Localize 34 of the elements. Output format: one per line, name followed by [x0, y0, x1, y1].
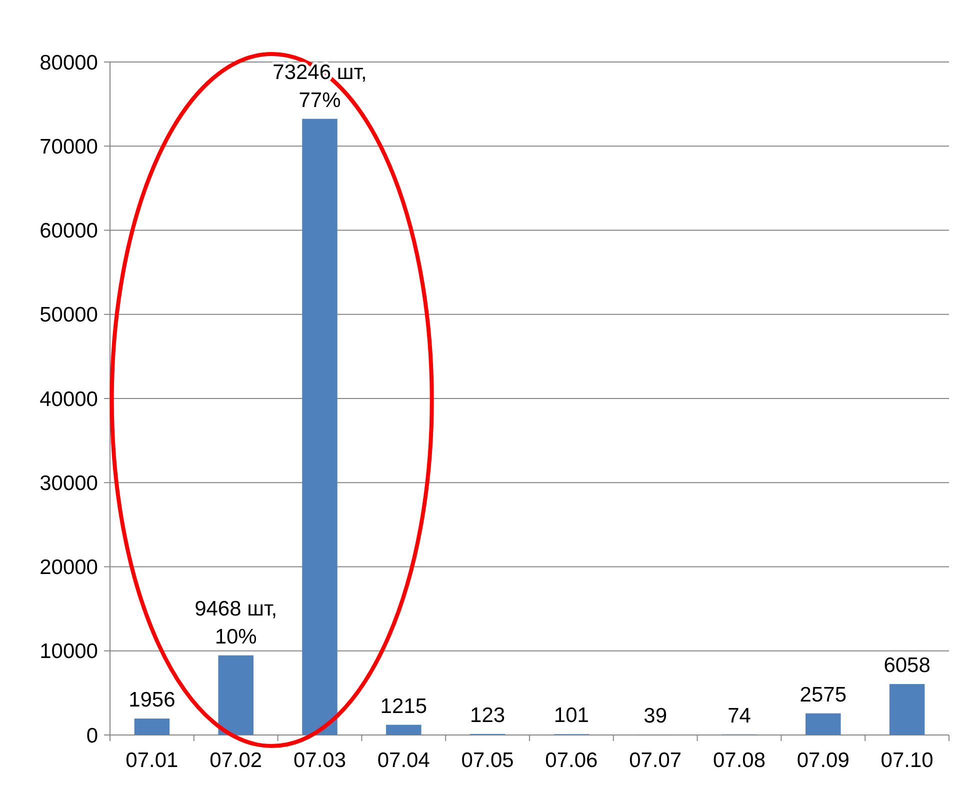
data-label: 9468 шт, 10%	[194, 597, 278, 648]
bar	[806, 713, 841, 735]
y-tick-label: 80000	[40, 51, 98, 74]
x-tick-label: 07.07	[629, 749, 682, 772]
data-label: 101	[554, 704, 589, 728]
data-label: 74	[728, 704, 752, 728]
data-label: 6058	[884, 654, 930, 678]
bar	[134, 718, 170, 735]
y-tick-label: 60000	[40, 220, 98, 243]
y-tick-label: 40000	[40, 388, 98, 411]
x-tick-label: 07.02	[210, 749, 262, 772]
y-tick-label: 10000	[40, 640, 98, 664]
bar	[302, 118, 338, 735]
data-label: 1956	[128, 688, 176, 712]
bar	[218, 655, 254, 735]
y-tick-label: 0	[86, 724, 98, 748]
y-tick-label: 20000	[40, 556, 98, 580]
data-label: 39	[644, 704, 668, 728]
data-label: 2575	[800, 683, 847, 706]
y-tick-label: 70000	[40, 135, 98, 158]
y-tick-label: 50000	[40, 304, 98, 327]
x-tick-label: 07.05	[461, 749, 514, 772]
x-tick-label: 07.04	[377, 749, 430, 772]
bar	[889, 684, 925, 735]
x-tick-label: 07.10	[880, 749, 934, 772]
bar	[386, 724, 422, 735]
x-tick-label: 07.08	[712, 749, 766, 772]
x-tick-label: 07.03	[293, 749, 346, 772]
data-label: 1215	[380, 694, 428, 718]
x-tick-label: 07.01	[126, 749, 178, 772]
x-tick-label: 07.06	[545, 749, 598, 772]
y-tick-label: 30000	[40, 472, 98, 495]
data-label: 123	[470, 704, 506, 727]
x-tick-label: 07.09	[796, 749, 850, 772]
